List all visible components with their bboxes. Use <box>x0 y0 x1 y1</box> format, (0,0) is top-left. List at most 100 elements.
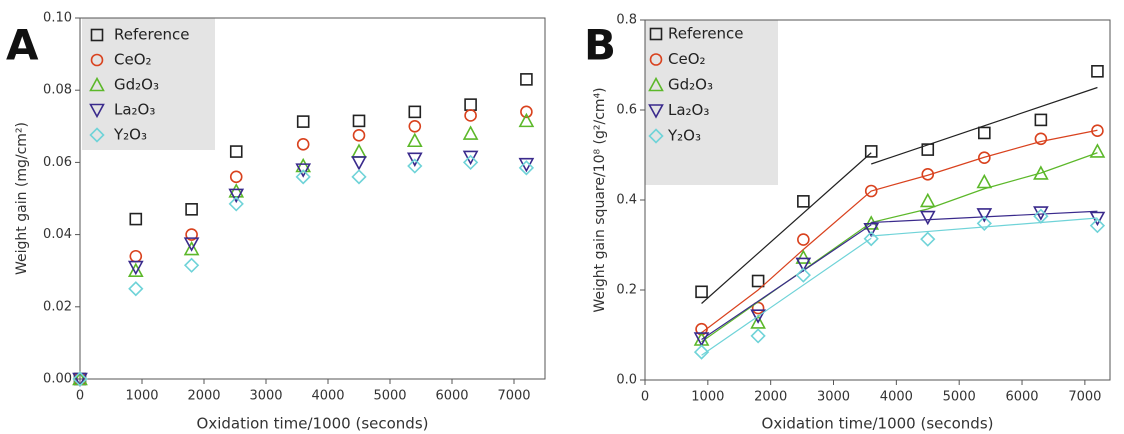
panel-label: B <box>584 21 616 70</box>
marker <box>863 222 880 238</box>
x-tick-label: 4000 <box>880 390 913 405</box>
marker <box>462 125 479 140</box>
marker <box>228 188 245 204</box>
panel-label: A <box>6 21 39 70</box>
plot-frame <box>79 17 546 380</box>
marker <box>406 152 423 167</box>
y-tick-label: 0.06 <box>43 155 72 170</box>
fit-line <box>701 86 1098 304</box>
x-axis-label: Oxidation time/1000 (seconds) <box>762 415 994 433</box>
legend-label: Gd₂O₃ <box>114 76 159 94</box>
marker <box>695 285 708 299</box>
marker <box>795 257 812 273</box>
marker <box>921 143 935 156</box>
legend-marker <box>648 128 664 144</box>
marker <box>127 262 144 278</box>
x-axis-label: Oxidation time/1000 (seconds) <box>197 415 429 433</box>
x-tick-label: 3000 <box>817 390 850 405</box>
legend-marker <box>649 53 663 66</box>
legend-box <box>645 20 778 185</box>
marker <box>408 120 422 133</box>
y-tick-label: 0.02 <box>43 299 72 314</box>
marker <box>1033 165 1049 180</box>
marker <box>295 163 312 178</box>
legend-label: Y₂O₃ <box>113 126 147 144</box>
marker <box>228 196 244 212</box>
legend-label: Gd₂O₃ <box>668 76 713 94</box>
marker <box>797 233 810 246</box>
y-tick-label: 0.6 <box>616 103 637 118</box>
y-tick-label: 0.00 <box>43 372 72 387</box>
fit-line <box>701 217 1098 356</box>
marker <box>976 173 993 189</box>
legend-marker <box>648 76 664 92</box>
marker <box>296 115 310 128</box>
marker <box>352 114 366 128</box>
marker <box>863 231 879 247</box>
legend-label: Reference <box>114 26 190 44</box>
y-tick-label: 0.0 <box>616 373 637 388</box>
x-tick-label: 6000 <box>435 389 468 404</box>
x-tick-label: 2000 <box>187 389 220 404</box>
x-tick-label: 0 <box>641 390 649 405</box>
marker <box>976 215 992 232</box>
y-tick-label: 0.2 <box>616 283 637 298</box>
legend-box <box>82 18 215 150</box>
marker <box>128 281 144 297</box>
marker <box>295 169 311 185</box>
legend-marker <box>649 27 663 41</box>
legend-label: Y₂O₃ <box>667 127 701 145</box>
marker <box>127 260 144 276</box>
marker <box>518 112 535 128</box>
marker <box>795 267 811 283</box>
marker <box>795 249 812 264</box>
marker <box>351 143 367 158</box>
marker <box>296 138 310 151</box>
marker <box>978 126 991 140</box>
marker <box>750 309 766 324</box>
marker <box>751 274 765 288</box>
marker <box>129 212 143 226</box>
x-tick-label: 7000 <box>497 389 530 404</box>
x-tick-label: 2000 <box>754 390 787 405</box>
marker <box>72 371 88 387</box>
legend-marker <box>648 104 664 119</box>
marker <box>920 231 936 247</box>
fit-line <box>701 152 1098 343</box>
y-tick-label: 0.08 <box>43 83 72 98</box>
marker <box>129 249 143 263</box>
marker <box>978 151 991 164</box>
y-tick-label: 0.8 <box>616 13 637 28</box>
x-tick-label: 6000 <box>1005 390 1038 405</box>
legend-label: La₂O₃ <box>114 101 155 119</box>
marker <box>1033 208 1049 224</box>
marker <box>693 344 710 360</box>
y-tick-label: 0.10 <box>43 11 72 26</box>
marker <box>183 257 200 273</box>
legend-marker <box>90 53 104 67</box>
marker <box>1089 218 1106 234</box>
marker <box>864 145 878 158</box>
marker <box>520 105 533 119</box>
x-tick-label: 4000 <box>311 389 344 404</box>
marker <box>750 328 766 344</box>
marker <box>1089 143 1106 158</box>
legend-marker <box>89 76 105 92</box>
marker <box>185 203 198 216</box>
marker <box>228 183 245 198</box>
marker <box>976 208 993 223</box>
legend-label: Reference <box>668 25 744 43</box>
x-tick-label: 5000 <box>373 389 406 404</box>
marker <box>183 237 200 252</box>
marker <box>921 168 935 181</box>
x-tick-label: 3000 <box>249 389 282 404</box>
marker <box>408 105 422 119</box>
marker <box>229 145 243 158</box>
marker <box>1091 124 1104 137</box>
x-tick-label: 1000 <box>125 389 158 404</box>
y-axis-label: Weight gain (mg/cm²) <box>14 122 30 275</box>
marker <box>351 156 367 171</box>
marker <box>1034 113 1048 127</box>
legend-marker <box>90 28 104 42</box>
